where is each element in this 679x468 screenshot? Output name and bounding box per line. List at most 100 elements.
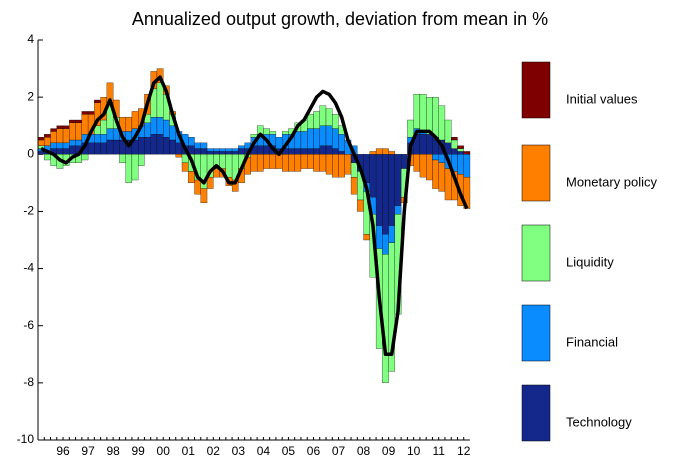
bar-segment [319,145,327,155]
bar-segment [325,108,333,126]
bar-segment [432,159,439,189]
bar-segment [100,119,108,135]
bar-segment [463,151,471,155]
bar-segment [125,154,133,184]
bar-segment [69,139,76,146]
bar-segment [382,154,389,235]
bar-segment [225,154,233,178]
bar-segment [307,148,314,155]
bar-segment [375,148,383,155]
bar-segment [138,136,145,155]
bar-segment [44,134,51,138]
bar-segment [344,154,352,175]
bar-segment [313,148,320,155]
legend-label: Liquidity [566,254,614,269]
bar-segment [288,148,295,155]
bar-segment [194,142,201,149]
bar-segment [119,154,126,164]
bar-segment [75,139,82,146]
bar-segment [394,154,402,206]
bar-segment [413,94,421,129]
legend-label: Initial values [566,91,638,106]
bar-segment [263,154,270,169]
bar-segment [388,151,396,155]
bar-segment [313,154,320,172]
bar-segment [319,105,327,126]
bar-segment [319,125,327,146]
bar-segment [62,125,70,129]
bar-segment [100,142,108,155]
bar-segment [87,142,95,155]
bar-segment [256,154,264,172]
bar-segment [432,154,439,161]
x-tick-label: 98 [106,444,120,458]
bar-segment [419,154,427,178]
bar-segment [94,142,101,155]
bar-segment [156,82,164,118]
bar-segment [106,139,114,155]
bar-segment [432,96,439,138]
bar-segment [419,134,427,155]
bar-segment [438,105,446,141]
bar-segment [219,154,226,169]
x-tick-label: 08 [357,444,371,458]
bar-segment [131,154,139,181]
bar-segment [294,154,302,172]
bar-segment [238,145,245,149]
bar-segment [419,94,427,132]
bar-segment [213,151,220,155]
bar-segment [300,148,308,155]
bar-segment [463,154,471,178]
bar-segment [231,151,239,155]
x-tick-label: 97 [81,444,95,458]
bar-segment [37,139,45,146]
bar-segment [275,154,283,169]
bar-segment [375,225,383,249]
x-tick-label: 03 [232,444,246,458]
bar-segment [357,199,364,212]
bar-segment [200,188,208,204]
bar-segment [369,151,377,155]
x-tick-label: 11 [432,444,445,458]
bar-segment [451,139,458,149]
bar-segment [56,128,64,144]
bar-segment [307,128,314,149]
bar-segment [238,148,245,155]
bar-segment [138,154,145,166]
bar-segment [50,128,57,132]
bar-segment [382,148,389,155]
bar-segment [332,154,339,178]
bar-segment [307,114,314,129]
bar-segment [106,128,114,141]
bar-segment [438,154,446,164]
bar-segment [457,151,464,155]
bar-segment [50,142,57,149]
bar-segment [400,154,408,169]
bar-segment [62,148,70,155]
bar-segment [194,179,201,195]
bar-segment [50,131,57,144]
bar-segment [225,148,233,152]
legend-swatch [521,224,551,282]
bar-segment [225,151,233,155]
y-tick-label: -10 [17,432,35,446]
bar-segment [169,139,176,155]
bar-segment [338,151,345,155]
bar-segment [69,119,76,124]
bar-segment [388,154,396,226]
bar-segment [444,119,452,144]
bar-segment [438,162,446,192]
bar-segment [350,176,358,195]
bar-segment [37,151,45,155]
legend-label: Monetary policy [566,174,658,189]
bar-segment [388,225,396,244]
bar-segment [81,154,89,161]
bar-segment [188,136,195,146]
bar-segment [250,134,258,138]
bar-segment [294,131,302,149]
bar-segment [112,139,120,155]
bar-segment [206,151,214,155]
bar-segment [382,234,389,255]
bar-segment [56,148,64,155]
